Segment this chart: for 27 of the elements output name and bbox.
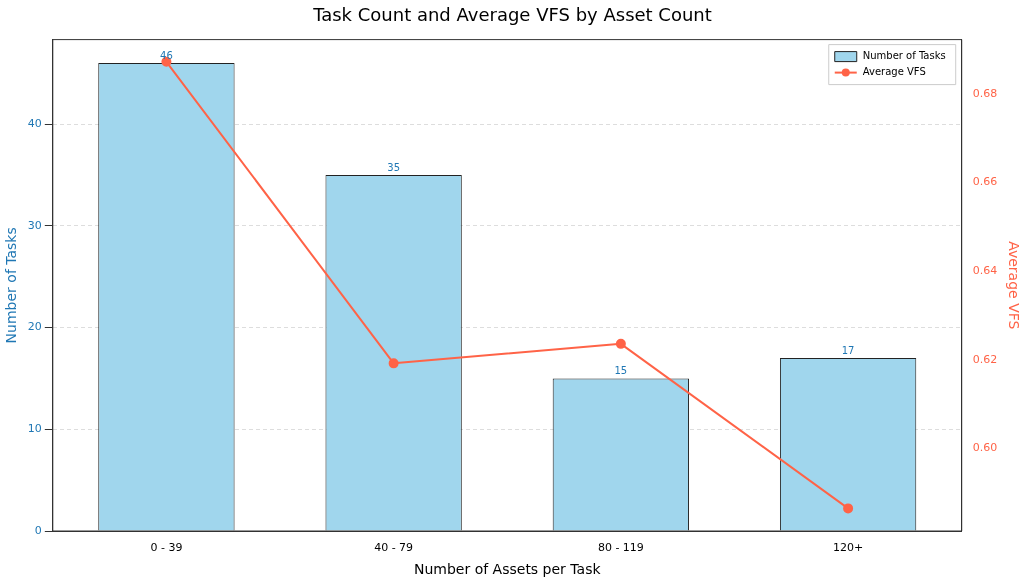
y-tick-label: 20 — [27, 320, 42, 334]
x-axis-title: Number of Assets per Task — [413, 561, 602, 578]
y2-axis-title: Average VFS — [1005, 241, 1022, 330]
legend-label: Number of Tasks — [862, 50, 946, 62]
data-label: 46 — [160, 49, 173, 61]
y-tick-label: 40 — [27, 116, 42, 130]
data-label: 15 — [614, 364, 628, 376]
y2-tick-label: 0.62 — [972, 352, 998, 366]
chart-title: Task Count and Average VFS by Asset Count — [312, 4, 712, 26]
x-tick-label: 40 - 79 — [374, 541, 414, 555]
y-axis-title: Number of Tasks — [3, 227, 20, 344]
y2-tick-label: 0.60 — [972, 441, 998, 455]
x-tick-label: 0 - 39 — [150, 541, 183, 555]
y-tick-label: 30 — [27, 218, 42, 232]
y2-tick-label: 0.64 — [972, 263, 998, 277]
y2-tick-label: 0.68 — [972, 86, 998, 100]
y-tick-label: 10 — [27, 422, 42, 436]
data-label: 17 — [841, 344, 855, 356]
point — [388, 358, 399, 369]
data-label: 35 — [387, 161, 401, 173]
legend-label: Average VFS — [862, 66, 926, 78]
y2-tick-label: 0.66 — [972, 175, 998, 189]
y-tick-label: 0 — [34, 523, 42, 537]
point — [615, 338, 626, 349]
x-tick-label: 120+ — [832, 541, 864, 555]
x-tick-label: 80 - 119 — [597, 541, 644, 555]
point — [843, 503, 854, 514]
